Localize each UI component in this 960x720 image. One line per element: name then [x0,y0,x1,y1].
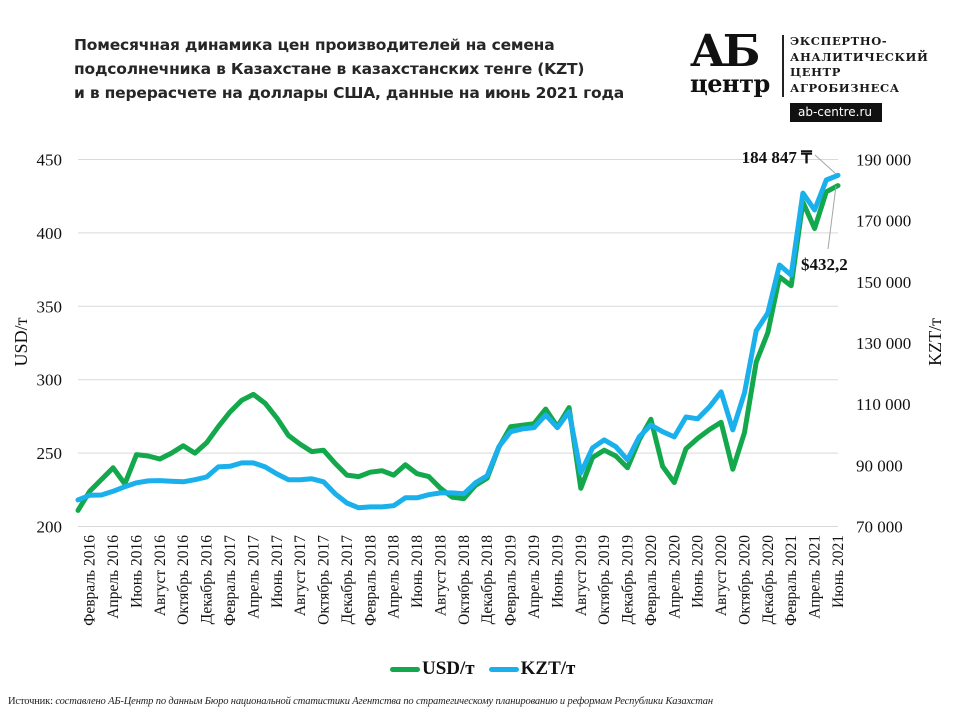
x-tick-label: Февраль 2018 [362,535,379,626]
x-tick-label: Октябрь 2016 [175,535,192,625]
x-tick-label: Апрель 2019 [526,535,543,619]
chart-title: Помесячная динамика цен производителей н… [74,33,674,105]
x-tick-label: Июнь 2016 [128,535,145,608]
x-tick-label: Июнь 2019 [549,535,566,608]
source-note: Источник: составлено АБ-Центр по данным … [8,696,713,707]
legend-label-usd: USD/т [422,658,475,679]
x-tick-label: Февраль 2020 [643,535,660,626]
kzt-annotation-leader [814,154,837,175]
logo-text-line-3: ЦЕНТР [790,65,841,79]
x-tick-label: Февраль 2019 [503,535,520,626]
chart-title-line-3: и в перерасчете на доллары США, данные н… [74,84,625,102]
chart-title-line-2: подсолнечника в Казахстане в казахстанск… [74,60,585,78]
y-right-tick-label: 70 000 [856,518,903,537]
x-tick-label: Август 2016 [152,535,169,616]
legend-item-usd: USD/т [390,658,475,680]
x-tick-label: Октябрь 2018 [456,535,473,625]
x-tick-label: Декабрь 2019 [620,535,637,625]
x-tick-label: Февраль 2017 [222,535,239,626]
ab-centre-logo: АБ центр ЭКСПЕРТНО- АНАЛИТИЧЕСКИЙ ЦЕНТР … [690,29,935,123]
y-left-tick-label: 450 [37,151,63,170]
x-tick-label: Июнь 2017 [269,535,286,608]
y-right-tick-label: 110 000 [856,395,911,414]
source-text: составлено АБ-Центр по данным Бюро нацио… [52,696,713,707]
x-tick-label: Апрель 2017 [245,535,262,619]
logo-mark-centr: центр [690,69,770,98]
x-tick-label: Июнь 2021 [830,535,847,608]
x-axis-tick-labels: Февраль 2016 Апрель 2016 Июнь 2016 Август 2… [82,535,847,626]
x-tick-label: Июнь 2018 [409,535,426,608]
gridlines [78,159,838,527]
y-left-tick-label: 300 [37,371,63,390]
data-annotations: 184 847 ₸ $432,2 [742,148,848,274]
y-axis-right-label: KZT/т [925,318,945,366]
x-tick-label: Декабрь 2016 [199,535,216,625]
x-tick-label: Август 2018 [432,535,449,616]
legend-item-kzt: KZT/т [488,658,576,680]
y-left-tick-label: 400 [37,224,63,243]
legend-label-kzt: KZT/т [520,658,576,679]
logo-text-line-4: АГРОБИЗНЕСА [790,80,900,95]
x-tick-label: Апрель 2020 [666,535,683,619]
x-tick-label: Октябрь 2019 [596,535,613,625]
usd-last-value-label: $432,2 [801,255,848,274]
logo-text-line-2: АНАЛИТИЧЕСКИЙ [790,49,929,64]
x-tick-label: Февраль 2021 [783,535,800,626]
x-tick-label: Февраль 2016 [82,535,99,626]
y-left-tick-label: 250 [37,444,63,463]
logo-divider [782,35,784,97]
logo-text-line-1: ЭКСПЕРТНО- [790,34,888,48]
x-tick-label: Апрель 2018 [386,535,403,619]
x-tick-label: Октябрь 2020 [736,535,753,625]
chart-legend: USD/т KZT/т [390,658,575,680]
y-left-tick-label: 350 [37,297,63,316]
y-right-tick-label: 190 000 [856,151,911,170]
x-tick-label: Декабрь 2018 [479,535,496,625]
usd-series-line [75,183,841,513]
y-right-tick-label: 130 000 [856,334,911,353]
logo-url: ab-centre.ru [790,103,882,122]
usd-annotation-leader [827,185,837,250]
legend-swatch-usd [390,666,420,672]
x-tick-label: Октябрь 2017 [316,535,333,625]
x-tick-label: Апрель 2021 [807,535,824,619]
x-tick-label: Декабрь 2017 [339,535,356,625]
y-right-tick-label: 170 000 [856,212,911,231]
y-axis-right-ticks: 70 000 90 000 110 000 130 000 150 000 170 000… [856,151,911,537]
x-tick-label: Июнь 2020 [690,535,707,608]
logo-mark-ab: АБ [690,26,760,77]
x-tick-label: Декабрь 2020 [760,535,777,625]
y-left-tick-label: 200 [37,518,63,537]
y-right-tick-label: 90 000 [856,456,903,475]
y-right-tick-label: 150 000 [856,273,911,292]
chart-title-line-1: Помесячная динамика цен производителей н… [74,36,555,54]
logo-text: ЭКСПЕРТНО- АНАЛИТИЧЕСКИЙ ЦЕНТР АГРОБИЗНЕ… [790,34,928,96]
x-tick-label: Август 2017 [292,535,309,616]
y-axis-left-ticks: 200 250 300 350 400 450 [37,151,63,537]
data-series [75,172,841,513]
kzt-series-line [75,172,841,511]
x-tick-label: Апрель 2016 [105,535,122,619]
x-tick-label: Август 2019 [573,535,590,616]
source-lead: Источник: [8,696,53,707]
kzt-last-value-label: 184 847 ₸ [742,148,813,167]
y-axis-left-label: USD/т [11,317,31,366]
legend-swatch-kzt [488,666,519,672]
x-tick-label: Август 2020 [713,535,730,616]
